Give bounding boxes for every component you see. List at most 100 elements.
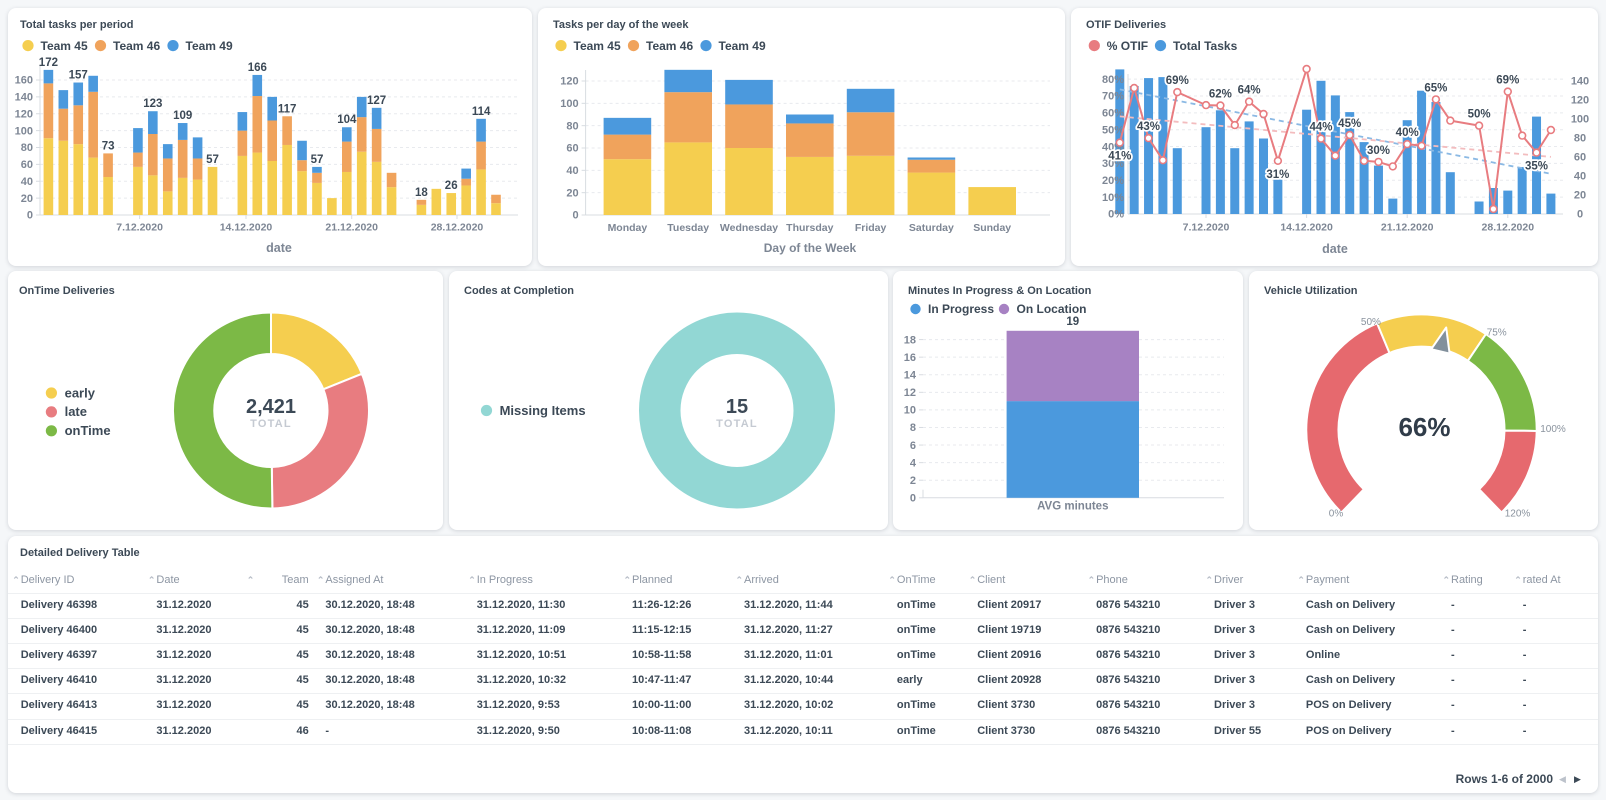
svg-text:0: 0: [1577, 209, 1583, 221]
svg-text:120: 120: [1571, 95, 1589, 107]
svg-text:80: 80: [1574, 133, 1586, 145]
svg-text:62%: 62%: [1209, 89, 1232, 101]
svg-text:0%: 0%: [1108, 209, 1124, 221]
svg-text:60%: 60%: [1102, 108, 1124, 120]
svg-text:28.12.2020: 28.12.2020: [1482, 222, 1535, 234]
svg-text:57: 57: [311, 154, 324, 166]
svg-text:Team 49: Team 49: [186, 39, 233, 53]
svg-text:OnTime Deliveries: OnTime Deliveries: [19, 285, 115, 297]
svg-text:80: 80: [566, 120, 578, 132]
svg-text:Team 45: Team 45: [574, 39, 621, 53]
svg-text:57: 57: [206, 154, 219, 166]
svg-text:127: 127: [367, 95, 386, 107]
svg-text:7.12.2020: 7.12.2020: [116, 222, 163, 234]
svg-text:0: 0: [27, 210, 33, 222]
svg-text:140: 140: [15, 92, 33, 104]
svg-text:172: 172: [39, 57, 58, 69]
svg-text:On Location: On Location: [1017, 302, 1087, 316]
svg-text:Saturday: Saturday: [909, 222, 954, 234]
svg-text:% OTIF: % OTIF: [1107, 39, 1148, 53]
svg-text:Minutes In Progress & On Locat: Minutes In Progress & On Location: [908, 285, 1092, 297]
svg-text:100: 100: [1571, 114, 1589, 126]
svg-text:Team 45: Team 45: [41, 39, 88, 53]
svg-text:100: 100: [560, 98, 578, 110]
svg-text:6: 6: [910, 440, 916, 452]
svg-text:30%: 30%: [1102, 158, 1124, 170]
svg-text:14.12.2020: 14.12.2020: [1280, 222, 1333, 234]
svg-text:64%: 64%: [1238, 85, 1261, 97]
svg-text:Wednesday: Wednesday: [720, 222, 778, 234]
svg-text:0%: 0%: [1329, 509, 1344, 520]
svg-text:onTime: onTime: [65, 423, 111, 438]
svg-text:66%: 66%: [1398, 412, 1450, 442]
svg-text:60: 60: [1574, 152, 1586, 164]
svg-text:Tasks per day of the week: Tasks per day of the week: [553, 19, 689, 31]
svg-text:TOTAL: TOTAL: [716, 418, 758, 430]
svg-text:140: 140: [1571, 76, 1589, 88]
svg-text:date: date: [1322, 242, 1348, 256]
svg-text:75%: 75%: [1487, 328, 1507, 339]
svg-text:15: 15: [726, 396, 748, 418]
svg-text:Friday: Friday: [855, 222, 887, 234]
svg-text:date: date: [266, 241, 292, 255]
svg-text:160: 160: [15, 75, 33, 87]
svg-text:Total tasks per period: Total tasks per period: [20, 19, 134, 31]
svg-text:20: 20: [21, 193, 33, 205]
svg-text:4: 4: [910, 457, 917, 469]
svg-text:19: 19: [1066, 316, 1079, 328]
svg-text:2,421: 2,421: [246, 396, 296, 418]
svg-text:166: 166: [248, 62, 267, 74]
svg-text:20: 20: [1574, 190, 1586, 202]
svg-text:40: 40: [21, 176, 33, 188]
svg-text:114: 114: [472, 106, 491, 118]
svg-text:109: 109: [173, 110, 192, 122]
svg-text:14.12.2020: 14.12.2020: [220, 222, 273, 234]
svg-text:Missing Items: Missing Items: [500, 403, 586, 418]
svg-text:43%: 43%: [1137, 121, 1160, 133]
svg-text:OTIF Deliveries: OTIF Deliveries: [1086, 19, 1166, 31]
svg-text:14: 14: [904, 369, 917, 381]
svg-text:120: 120: [15, 109, 33, 121]
svg-text:TOTAL: TOTAL: [250, 418, 292, 430]
svg-text:28.12.2020: 28.12.2020: [431, 222, 484, 234]
svg-text:Sunday: Sunday: [973, 222, 1011, 234]
svg-text:117: 117: [278, 103, 297, 115]
svg-text:31%: 31%: [1266, 169, 1289, 181]
svg-text:30%: 30%: [1367, 145, 1390, 157]
svg-text:late: late: [65, 404, 87, 419]
svg-text:8: 8: [910, 422, 916, 434]
svg-text:Tuesday: Tuesday: [667, 222, 709, 234]
svg-text:Team 46: Team 46: [646, 39, 693, 53]
svg-text:In Progress: In Progress: [928, 302, 994, 316]
svg-text:18: 18: [415, 187, 428, 199]
svg-text:2: 2: [910, 475, 916, 487]
svg-text:Team 46: Team 46: [113, 39, 160, 53]
svg-text:123: 123: [143, 98, 162, 110]
svg-text:157: 157: [69, 70, 88, 82]
svg-text:21.12.2020: 21.12.2020: [1381, 222, 1434, 234]
svg-text:40: 40: [1574, 171, 1586, 183]
svg-text:100: 100: [15, 125, 33, 137]
svg-text:70%: 70%: [1102, 91, 1124, 103]
svg-text:41%: 41%: [1108, 151, 1131, 163]
svg-text:10: 10: [904, 405, 916, 417]
svg-text:0: 0: [910, 493, 916, 505]
svg-text:80: 80: [21, 142, 33, 154]
svg-text:Thursday: Thursday: [786, 222, 833, 234]
svg-text:Monday: Monday: [608, 222, 648, 234]
svg-text:26: 26: [445, 180, 458, 192]
svg-text:45%: 45%: [1338, 118, 1361, 130]
svg-text:104: 104: [337, 114, 357, 126]
svg-text:10%: 10%: [1102, 192, 1124, 204]
svg-text:Day of the Week: Day of the Week: [764, 241, 857, 255]
svg-text:60: 60: [566, 143, 578, 155]
svg-text:40%: 40%: [1396, 127, 1419, 139]
svg-text:50%: 50%: [1102, 124, 1124, 136]
svg-text:69%: 69%: [1166, 75, 1189, 87]
svg-text:AVG minutes: AVG minutes: [1037, 500, 1108, 512]
svg-text:21.12.2020: 21.12.2020: [325, 222, 378, 234]
svg-text:44%: 44%: [1309, 122, 1332, 134]
svg-text:120: 120: [560, 76, 578, 88]
svg-text:18: 18: [904, 334, 916, 346]
svg-text:Codes at Completion: Codes at Completion: [464, 285, 574, 297]
